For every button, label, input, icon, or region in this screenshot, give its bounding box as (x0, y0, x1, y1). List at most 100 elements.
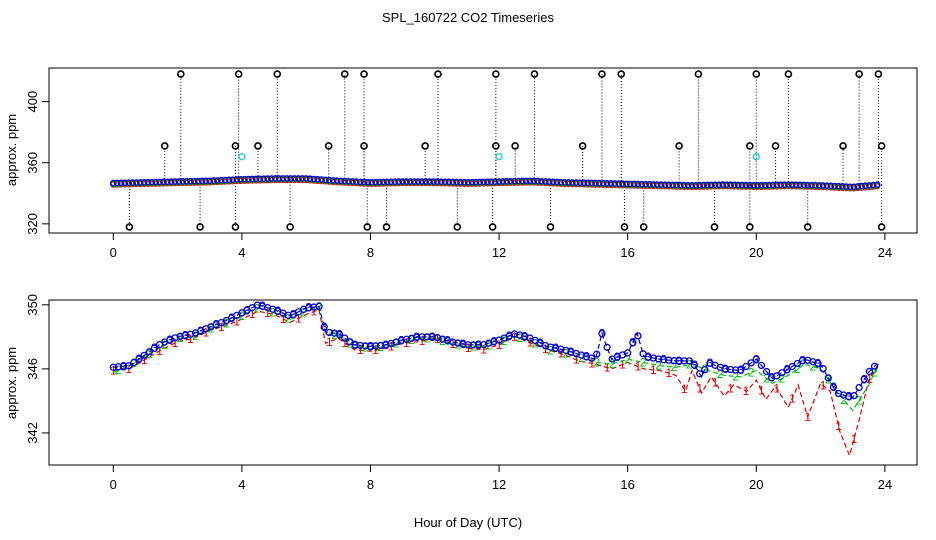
bottom-series-2-label: 2 (408, 333, 415, 347)
top-spike-low-marker (877, 223, 886, 231)
bottom-series-2-label: 2 (331, 328, 338, 342)
top-point-s3 (808, 181, 815, 189)
bottom-y-tick-label: 342 (25, 422, 40, 444)
bottom-series-1-label: 1 (172, 336, 179, 350)
bottom-series-1-label: 1 (773, 382, 780, 396)
top-point-s3 (642, 180, 649, 188)
bottom-series-3-point (464, 341, 472, 349)
bottom-series-3-point (356, 341, 364, 350)
top-spike-high-marker (752, 70, 761, 78)
top-point-s3 (854, 183, 862, 190)
bottom-series-3-label: 3 (275, 304, 282, 318)
top-point-s3 (657, 181, 665, 188)
bottom-series-3-label: 3 (305, 301, 312, 315)
top-spike-high-marker (874, 70, 883, 78)
top-point-s3 (121, 179, 129, 187)
top-point-s3 (796, 181, 804, 189)
bottom-series-3-label: 3 (336, 328, 343, 342)
top-point-s3 (669, 181, 676, 189)
bottom-series-2-label: 2 (809, 360, 816, 374)
top-point-s3 (522, 177, 530, 185)
top-point-s3 (758, 181, 765, 189)
top-spike-mid-marker (324, 142, 333, 150)
bottom-series-2-label: 2 (177, 331, 184, 345)
bottom-series-3-point (351, 341, 359, 349)
bottom-series-3-point (757, 361, 766, 370)
bottom-series-3-point (119, 362, 128, 370)
bottom-series-3-point (181, 331, 189, 339)
top-point-s3 (248, 175, 256, 183)
bottom-series-2-label: 2 (624, 352, 631, 366)
bottom-series-3-point (474, 341, 483, 349)
top-point-s3 (364, 178, 372, 186)
bottom-series-3-point (660, 356, 668, 364)
top-point-s3 (626, 180, 634, 188)
bottom-series-2-label: 2 (146, 347, 153, 361)
top-point-s3 (561, 179, 568, 186)
top-point-s3 (850, 183, 858, 191)
top-point-s3 (804, 181, 811, 189)
bottom-series-3-point (150, 344, 159, 352)
bottom-series-3-point (644, 353, 652, 361)
top-point-s3 (171, 178, 179, 185)
top-cyan-flag (238, 152, 246, 161)
bottom-series-3-point (732, 366, 740, 374)
bottom-series-2-label: 2 (655, 358, 662, 372)
bottom-series-3-label: 3 (460, 337, 467, 351)
top-y-tick-label: 360 (25, 152, 40, 174)
top-spike-high-marker (855, 70, 863, 78)
top-point-s3 (495, 178, 503, 185)
bottom-series-3-point (315, 302, 323, 311)
top-point-s3 (129, 179, 136, 186)
top-point-s3 (403, 178, 410, 185)
top-spike-mid-marker (839, 142, 847, 150)
bottom-series-1-label: 1 (264, 306, 271, 320)
bottom-series-3-point (176, 332, 184, 340)
bottom-series-3-point (135, 355, 143, 363)
top-point-s3 (426, 178, 433, 185)
bottom-y-tick-label: 350 (25, 294, 40, 316)
top-spike-mid-marker (421, 142, 429, 150)
top-point-s3 (221, 176, 229, 184)
top-point-s3 (399, 178, 406, 185)
top-point-s3 (109, 179, 117, 187)
bottom-y-tick-label: 346 (25, 358, 40, 380)
bottom-series-2-label: 2 (131, 356, 138, 370)
bottom-series-3-label: 3 (383, 338, 390, 352)
top-spike-high-marker (617, 70, 626, 78)
top-point-s3 (194, 177, 202, 185)
top-point-s3 (279, 175, 287, 182)
bottom-series-3-label: 3 (599, 327, 606, 341)
top-spike-high-marker (694, 70, 703, 78)
top-point-s3 (299, 175, 306, 182)
bottom-series-3-point (855, 383, 863, 392)
top-point-s3 (376, 178, 383, 186)
top-point-s3 (719, 181, 727, 188)
bottom-series-3-point (814, 359, 822, 367)
bottom-series-3-label: 3 (645, 350, 652, 364)
bottom-series-2-label: 2 (347, 336, 354, 350)
top-point-s3 (422, 178, 430, 185)
bottom-series-1-label: 1 (619, 358, 626, 372)
top-point-s3 (572, 179, 580, 186)
bottom-series-3-label: 3 (583, 350, 590, 364)
bottom-series-2-label: 2 (748, 366, 755, 380)
top-point-s3 (229, 176, 237, 183)
top-spike-mid-marker (746, 142, 754, 150)
top-point-s3 (167, 178, 175, 185)
top-point-s3 (812, 181, 819, 189)
bottom-series-3-point (747, 359, 755, 367)
top-point-s3 (441, 178, 449, 186)
top-point-s3 (646, 181, 653, 188)
top-spike-high-marker (177, 70, 185, 78)
top-point-s3 (507, 177, 514, 185)
top-point-s3 (661, 181, 669, 188)
top-cyan-flag (752, 152, 761, 161)
bottom-series-1-label: 1 (496, 338, 503, 352)
top-plot-frame (48, 67, 918, 234)
top-point-s3 (491, 178, 499, 185)
top-point-s3 (565, 179, 572, 186)
bottom-series-2-label: 2 (208, 321, 215, 335)
bottom-series-1-label: 1 (758, 383, 765, 397)
top-point-s3 (225, 176, 233, 184)
